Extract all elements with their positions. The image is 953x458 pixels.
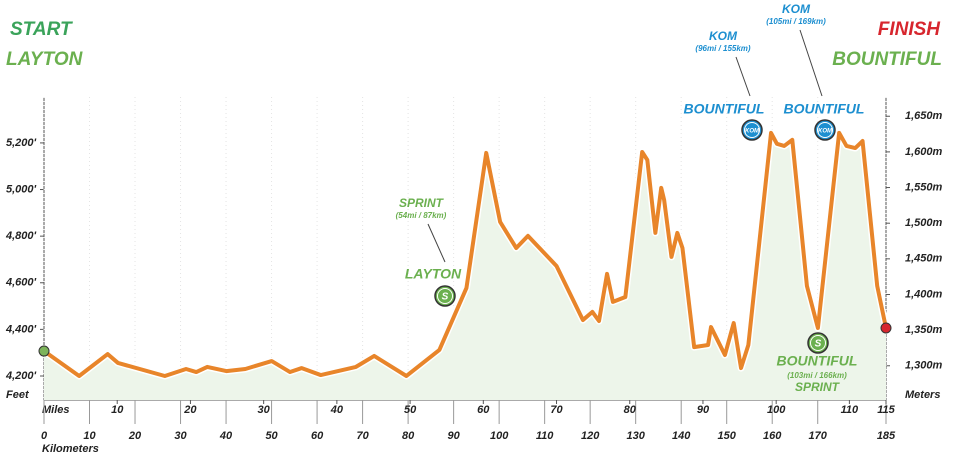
elevation-line <box>42 130 888 378</box>
y2-tick-label: 1,500m <box>905 217 943 229</box>
x-tick-label: 50 <box>404 404 417 416</box>
x2-tick-label: 0 <box>41 430 48 442</box>
annotation-kind: KOM <box>709 29 738 43</box>
y-axis-title: Feet <box>6 389 30 401</box>
y2-tick-label: 1,550m <box>905 181 943 193</box>
x-tick-label: 40 <box>330 404 344 416</box>
x-tick-label: 70 <box>550 404 563 416</box>
x-tick-label: 80 <box>624 404 637 416</box>
annotation-place: BOUNTIFUL <box>777 353 858 369</box>
y-tick-label: 4,400' <box>5 323 37 335</box>
y2-tick-label: 1,300m <box>905 360 943 372</box>
annotation-badge-ring <box>437 288 453 304</box>
y-tick-label: 5,000' <box>6 183 37 195</box>
x2-tick-label: 70 <box>356 430 369 442</box>
x2-tick-label: 20 <box>128 430 142 442</box>
annotation-kind: KOM <box>782 2 811 16</box>
x2-tick-label: 80 <box>402 430 415 442</box>
y2-tick-label: 1,650m <box>905 110 943 122</box>
annotation-place: BOUNTIFUL <box>684 101 765 117</box>
annotation-badge-ring <box>744 122 760 138</box>
x-tick-label: 60 <box>477 404 490 416</box>
x-tick-label: 30 <box>258 404 271 416</box>
x-tick-label: 110 <box>841 404 859 416</box>
finish-place: BOUNTIFUL <box>832 49 942 70</box>
finish-label: FINISH <box>878 19 942 40</box>
annotation-leader <box>427 223 446 263</box>
annotation-leader <box>799 29 823 97</box>
y2-tick-label: 1,450m <box>905 253 943 265</box>
annotation-place: BOUNTIFUL <box>784 101 865 117</box>
x2-axis-title: Kilometers <box>42 443 99 455</box>
x2-tick-label: 170 <box>809 430 828 442</box>
x2-tick-label: 10 <box>83 430 96 442</box>
x-tick-label: 20 <box>183 404 197 416</box>
annotation-icon: S <box>442 292 449 303</box>
x2-tick-label: 60 <box>311 430 324 442</box>
annotation-place: LAYTON <box>405 266 462 282</box>
x2-tick-label: 40 <box>219 430 233 442</box>
x-tick-label: 10 <box>111 404 124 416</box>
y-tick-label: 4,800' <box>5 230 37 242</box>
x-axis-title: Miles <box>42 404 70 416</box>
annotation-icon: KOM <box>745 129 760 135</box>
y2-tick-label: 1,600m <box>905 146 943 158</box>
x2-tick-label: 150 <box>718 430 737 442</box>
annotation-badge-ring <box>810 335 826 351</box>
x2-tick-label: 110 <box>536 430 554 442</box>
y2-axis-title: Meters <box>905 389 940 401</box>
annotation-kind: SPRINT <box>399 196 445 210</box>
annotation-leader <box>735 56 751 97</box>
annotation-kind: SPRINT <box>795 380 841 394</box>
annotation-detail: (105mi / 169km) <box>766 17 826 26</box>
x2-tick-label: 160 <box>763 430 782 442</box>
x2-tick-label: 50 <box>265 430 278 442</box>
x-tick-label: 115 <box>877 404 895 416</box>
x-tick-label: 90 <box>697 404 710 416</box>
x2-tick-label: 185 <box>877 430 896 442</box>
annotation-detail: (96mi / 155km) <box>695 44 750 53</box>
x2-tick-label: 140 <box>672 430 691 442</box>
elevation-area <box>44 132 886 400</box>
annotation-icon: KOM <box>818 129 833 135</box>
annotation-detail: (54mi / 87km) <box>396 211 447 220</box>
x2-tick-label: 100 <box>490 430 509 442</box>
x2-tick-label: 120 <box>581 430 600 442</box>
annotation-icon: S <box>815 339 822 350</box>
finish-marker <box>880 322 892 334</box>
x2-tick-label: 30 <box>174 430 187 442</box>
y-tick-label: 5,200' <box>6 137 37 149</box>
start-label: START <box>10 19 73 40</box>
x-tick-label: 100 <box>767 404 786 416</box>
y-tick-label: 4,600' <box>5 277 37 289</box>
start-marker <box>38 345 50 357</box>
x2-tick-label: 130 <box>626 430 645 442</box>
y2-tick-label: 1,350m <box>905 324 943 336</box>
y2-tick-label: 1,400m <box>905 288 943 300</box>
annotation-badge-ring <box>817 122 833 138</box>
y-tick-label: 4,200' <box>5 370 37 382</box>
start-place: LAYTON <box>6 49 84 70</box>
x2-tick-label: 90 <box>447 430 460 442</box>
annotation-detail: (103mi / 166km) <box>787 371 847 380</box>
